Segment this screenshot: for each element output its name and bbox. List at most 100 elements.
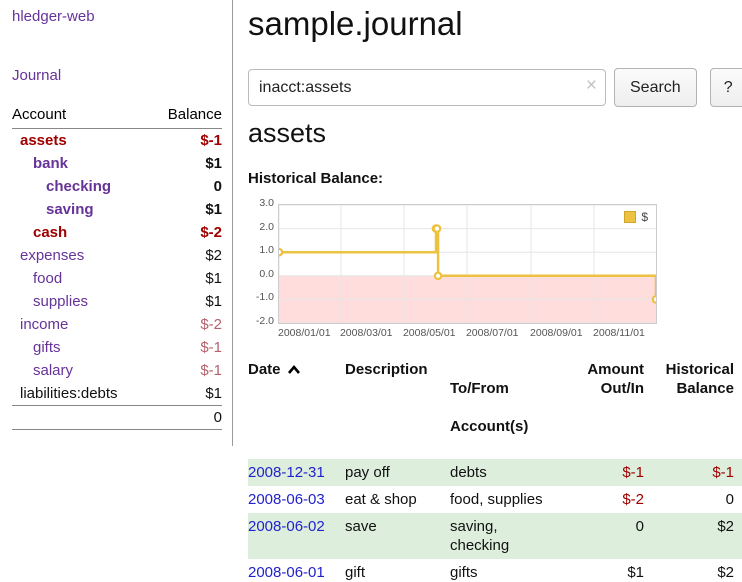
account-row: supplies $1 xyxy=(12,290,222,313)
account-link[interactable]: gifts xyxy=(33,339,61,356)
accounts-total-value: 0 xyxy=(213,409,222,426)
chart-title: Historical Balance: xyxy=(248,170,384,187)
account-link[interactable]: cash xyxy=(33,224,68,241)
legend-label: $ xyxy=(641,210,648,224)
transaction-accounts: debts xyxy=(450,464,487,481)
register-header: Date Description To/From Account(s) Amou… xyxy=(248,356,742,459)
account-row: liabilities:debts $1 xyxy=(12,382,222,405)
account-balance: $-2 xyxy=(200,316,222,333)
register-header-date[interactable]: Date xyxy=(248,356,345,383)
account-link[interactable]: food xyxy=(33,270,63,287)
x-axis-tick-label: 2008/01/01 xyxy=(278,327,331,339)
y-axis-tick-label: -2.0 xyxy=(255,315,274,327)
transaction-date-link[interactable]: 2008-06-01 xyxy=(248,564,325,581)
account-row: expenses $2 xyxy=(12,244,222,267)
account-balance: 0 xyxy=(213,178,222,195)
y-axis-tick-label: 2.0 xyxy=(259,220,274,233)
transaction-historical-balance: $2 xyxy=(717,518,734,535)
account-balance: $-2 xyxy=(200,224,222,241)
transaction-description: eat & shop xyxy=(345,491,417,508)
main-content: sample.journal × Search ? assets Histori… xyxy=(248,0,742,582)
account-balance: $1 xyxy=(205,155,222,172)
account-balance: $2 xyxy=(205,247,222,264)
register-header-description: Description xyxy=(345,361,428,378)
transaction-accounts: food, supplies xyxy=(450,491,543,508)
table-row: 2008-06-02 save saving, checking 0 $2 xyxy=(248,513,742,559)
account-link[interactable]: checking xyxy=(46,178,112,195)
search-box: × xyxy=(248,69,606,106)
accounts-header-balance: Balance xyxy=(167,106,222,123)
account-link[interactable]: expenses xyxy=(20,247,85,264)
transaction-accounts: gifts xyxy=(450,564,478,581)
search-bar: × Search ? xyxy=(248,68,742,107)
account-balance: $-1 xyxy=(200,339,222,356)
transaction-description: pay off xyxy=(345,464,390,481)
help-button[interactable]: ? xyxy=(709,68,742,107)
y-axis-tick-label: 0.0 xyxy=(259,267,274,280)
chart-x-axis-labels: 2008/01/01 2008/03/01 2008/05/01 2008/07/01… xyxy=(248,327,668,341)
page-title: sample.journal xyxy=(248,5,463,42)
account-row: checking 0 xyxy=(12,175,222,198)
account-heading: assets xyxy=(248,118,327,148)
clear-search-icon[interactable]: × xyxy=(585,75,597,96)
balance-header-line1: Historical xyxy=(665,361,734,378)
account-balance: $-1 xyxy=(200,132,222,149)
accounts-header-line2: Account(s) xyxy=(450,418,529,435)
chart-legend: $ xyxy=(621,209,651,225)
accounts-panel: Account Balance assets $-1 bank $1 checking 0… xyxy=(12,104,222,430)
search-button[interactable]: Search xyxy=(614,68,697,107)
balance-chart: 3.0 2.0 1.0 0.0 -1.0 -2.0 $ 2008/01/01 2008/03… xyxy=(248,196,668,346)
y-axis-tick-label: 3.0 xyxy=(259,197,274,209)
transaction-description: gift xyxy=(345,564,366,581)
balance-header-line2: Balance xyxy=(676,380,734,397)
x-axis-tick-label: 2008/11/01 xyxy=(593,327,645,339)
transaction-amount: $-1 xyxy=(622,464,644,481)
accounts-header-line1: To/From xyxy=(450,380,509,397)
account-link[interactable]: income xyxy=(20,316,69,333)
account-balance: $1 xyxy=(205,270,222,287)
transaction-historical-balance: $-1 xyxy=(712,464,734,481)
transaction-amount: $1 xyxy=(627,564,644,581)
amount-header-line2: Out/In xyxy=(600,380,644,397)
account-link[interactable]: supplies xyxy=(33,293,89,310)
app-title-link[interactable]: hledger-web xyxy=(12,8,95,25)
transaction-amount: $-2 xyxy=(622,491,644,508)
account-row: food $1 xyxy=(12,267,222,290)
account-link[interactable]: bank xyxy=(33,155,69,172)
accounts-total-row: 0 xyxy=(12,405,222,430)
transaction-date-link[interactable]: 2008-06-03 xyxy=(248,491,325,508)
account-link[interactable]: liabilities:debts xyxy=(20,385,118,402)
table-row: 2008-06-01 gift gifts $1 $2 xyxy=(248,559,742,582)
account-balance: $-1 xyxy=(200,362,222,379)
account-balance: $1 xyxy=(205,293,222,310)
register-table: Date Description To/From Account(s) Amou… xyxy=(248,356,742,582)
accounts-header: Account Balance xyxy=(12,104,222,129)
register-header-amount: Amount Out/In xyxy=(562,356,648,402)
account-row: saving $1 xyxy=(12,198,222,221)
y-axis-tick-label: 1.0 xyxy=(259,244,274,257)
register-header-historical-balance: Historical Balance xyxy=(648,356,738,402)
search-input[interactable] xyxy=(248,69,606,106)
x-axis-tick-label: 2008/05/01 xyxy=(402,327,456,339)
transaction-date-link[interactable]: 2008-12-31 xyxy=(248,464,325,481)
legend-swatch xyxy=(624,211,637,223)
amount-header-line1: Amount xyxy=(587,361,644,378)
account-link[interactable]: saving xyxy=(46,201,94,218)
transaction-accounts: saving, checking xyxy=(450,518,510,554)
account-link[interactable]: assets xyxy=(20,132,67,149)
account-row: income $-2 xyxy=(12,313,222,336)
register-header-accounts: To/From Account(s) xyxy=(450,356,562,459)
transaction-historical-balance: $2 xyxy=(717,564,734,581)
account-row: gifts $-1 xyxy=(12,336,222,359)
transaction-date-link[interactable]: 2008-06-02 xyxy=(248,518,325,535)
table-row: 2008-06-03 eat & shop food, supplies $-2 0 xyxy=(248,486,742,513)
transaction-description: save xyxy=(345,518,377,535)
account-link[interactable]: salary xyxy=(33,362,74,379)
account-row: assets $-1 xyxy=(12,129,222,152)
transaction-historical-balance: 0 xyxy=(725,491,734,508)
sidebar-item-journal[interactable]: Journal xyxy=(12,67,62,84)
date-header-label: Date xyxy=(248,361,281,378)
balance-chart-svg xyxy=(279,205,656,323)
account-balance: $1 xyxy=(205,385,222,402)
sidebar: hledger-web Journal Account Balance asse… xyxy=(0,0,233,446)
